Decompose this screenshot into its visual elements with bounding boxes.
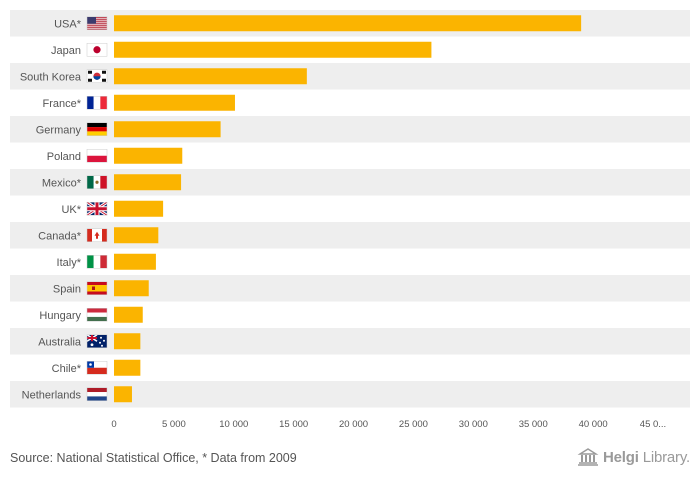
x-tick-label: 30 000 [459,419,488,430]
flag-it-icon [86,255,108,269]
helgilibrary-logo: Helgi Library. [577,448,690,466]
flag-gb-icon [86,200,108,217]
flag-kr-icon [86,69,108,83]
category-label: Poland [47,151,81,163]
category-label: Chile* [52,363,82,375]
category-labels: USA* Japan South Korea France* Germany Poland… [20,18,82,401]
row-stripe [10,328,690,355]
x-tick-label: 35 000 [519,419,548,430]
row-stripe [10,116,690,143]
bar [114,15,582,32]
flag-nl-icon [86,387,108,401]
category-label: UK* [61,204,81,216]
bar [114,41,432,58]
category-label: USA* [54,18,82,30]
flag-de-icon [86,122,108,136]
flag-pl-icon [86,149,108,163]
x-tick-label: 15 000 [279,419,308,430]
row-stripe [10,222,690,249]
category-label: France* [42,98,81,110]
flag-fr-icon [86,96,108,110]
bar-chart: USA* Japan South Korea France* Germany Poland… [10,10,690,430]
bar [114,147,183,164]
category-label: Italy* [57,257,82,269]
bar [114,94,235,111]
bar [114,333,141,350]
row-stripes [10,10,690,408]
category-label: Germany [36,124,82,136]
category-label: Spain [53,283,81,295]
flag-au-icon [86,334,108,348]
brand-name-part1: Helgi [603,448,639,466]
x-tick-label: 0 [111,419,116,430]
row-stripe [10,275,690,302]
library-building-icon [577,448,599,466]
bar [114,227,159,244]
row-stripe [10,63,690,90]
category-label: Netherlands [22,389,82,401]
x-axis-ticks: 0 5 000 10 000 15 000 20 000 25 000 30 000 35 0… [111,419,666,430]
country-flags [86,16,108,401]
x-tick-label: 40 000 [579,419,608,430]
bar [114,121,221,138]
category-label: South Korea [20,71,82,83]
x-tick-label: 20 000 [339,419,368,430]
bar [114,253,156,270]
category-label: Mexico* [42,177,82,189]
bar [114,359,141,376]
category-label: Hungary [39,310,81,322]
bars [114,15,582,403]
row-stripe [10,381,690,408]
bar [114,306,143,323]
bar [114,68,307,85]
flag-jp-icon [86,43,108,57]
bar [114,280,149,297]
flag-us-icon [86,16,108,30]
row-stripe [10,169,690,196]
brand-name-part2: Library. [642,448,691,466]
flag-mx-icon [86,175,108,189]
flag-cl-icon [86,361,108,375]
bar [114,386,132,403]
flag-hu-icon [86,308,108,322]
x-tick-label: 10 000 [219,419,248,430]
bar [114,174,182,191]
category-label: Canada* [38,230,82,242]
flag-es-icon [86,281,108,295]
x-tick-label: 5 000 [162,419,186,430]
category-label: Australia [38,336,82,348]
x-tick-label: 25 000 [399,419,428,430]
bar [114,200,164,217]
source-note: Source: National Statistical Office, * D… [10,451,297,465]
category-label: Japan [51,45,81,57]
x-tick-label: 45 0... [640,419,666,430]
flag-ca-icon [86,228,108,242]
